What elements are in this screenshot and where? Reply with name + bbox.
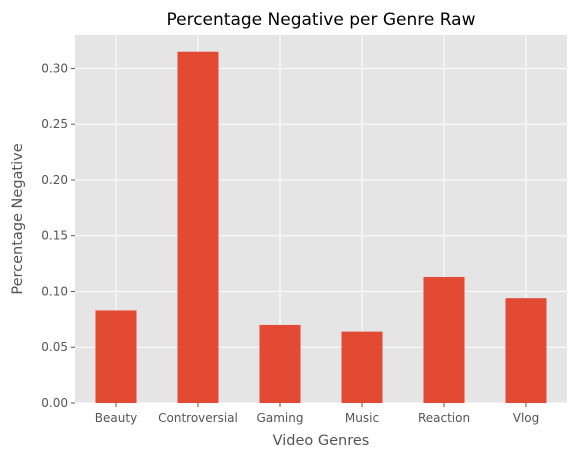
bar-reaction bbox=[423, 276, 465, 403]
x-tick-label: Reaction bbox=[418, 411, 470, 425]
y-axis-ticks: 0.00 0.05 0.10 0.15 0.20 0.25 0.30 bbox=[41, 61, 75, 410]
y-axis-label: Percentage Negative bbox=[10, 143, 26, 294]
x-tick-label: Music bbox=[345, 411, 379, 425]
y-tick-label: 0.05 bbox=[41, 340, 68, 354]
bars bbox=[95, 51, 547, 404]
x-tick-label: Vlog bbox=[513, 411, 540, 425]
bar-controversial bbox=[177, 51, 219, 404]
y-tick-label: 0.30 bbox=[41, 61, 68, 75]
x-tick-label: Controversial bbox=[158, 411, 238, 425]
x-tick-label: Gaming bbox=[257, 411, 304, 425]
chart-title: Percentage Negative per Genre Raw bbox=[166, 10, 475, 30]
bar-vlog bbox=[505, 298, 547, 403]
plot-area bbox=[75, 35, 567, 403]
x-axis-label: Video Genres bbox=[273, 433, 370, 449]
y-tick-label: 0.15 bbox=[41, 229, 68, 243]
bar-gaming bbox=[259, 324, 301, 403]
x-axis-ticks: Beauty Controversial Gaming Music Reaction Vl… bbox=[95, 403, 539, 425]
bar-music bbox=[341, 331, 383, 403]
y-tick-label: 0.00 bbox=[41, 396, 68, 410]
bar-beauty bbox=[95, 310, 137, 403]
y-tick-label: 0.20 bbox=[41, 173, 68, 187]
y-tick-label: 0.10 bbox=[41, 284, 68, 298]
x-tick-label: Beauty bbox=[95, 411, 137, 425]
y-tick-label: 0.25 bbox=[41, 117, 68, 131]
